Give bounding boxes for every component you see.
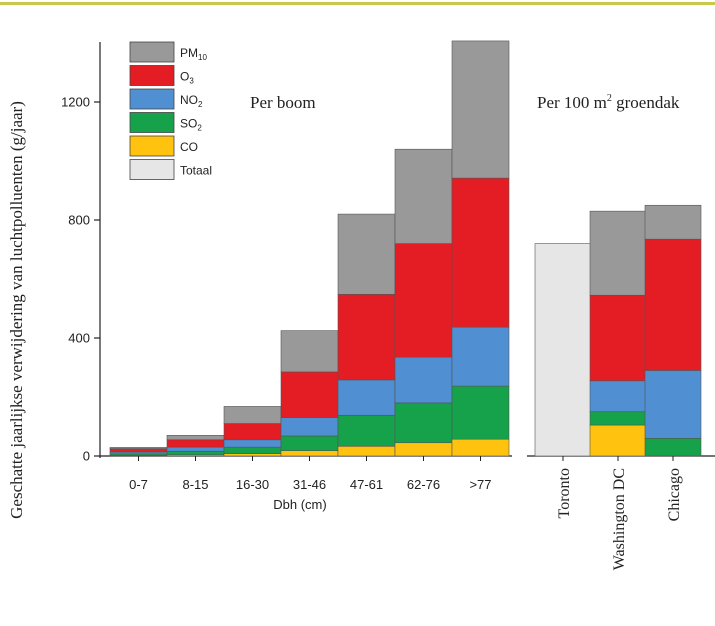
bar-segment-pm10 bbox=[109, 447, 168, 449]
y-tick-label: 1200 bbox=[61, 95, 90, 110]
bar-segment-so2 bbox=[394, 402, 453, 444]
legend-swatch-so2 bbox=[129, 112, 175, 133]
bar-segment-o3 bbox=[109, 448, 168, 453]
x-tick-label: >77 bbox=[469, 477, 491, 492]
green-roof-panel: Toronto Washington DC Chicago bbox=[527, 204, 715, 570]
legend-label-main: PM bbox=[180, 46, 198, 60]
bar-segment-co bbox=[589, 424, 647, 457]
x-tick-label: 62-76 bbox=[407, 477, 440, 492]
bar-segment-pm10 bbox=[644, 204, 702, 240]
y-tick-label: 800 bbox=[68, 213, 90, 228]
bar-segment-no2 bbox=[280, 417, 339, 437]
bar-segment-pm10 bbox=[166, 435, 225, 441]
legend-swatch-o3 bbox=[129, 65, 175, 86]
legend-label-no2: NO2 bbox=[180, 93, 203, 109]
bar-segment-co bbox=[394, 442, 453, 457]
legend-label-main: NO bbox=[180, 93, 198, 107]
legend-label-o3: O3 bbox=[180, 70, 194, 86]
legend-label-totaal: Totaal bbox=[180, 164, 212, 178]
bar-segment-so2 bbox=[280, 435, 339, 451]
bar-segment-o3 bbox=[394, 243, 453, 358]
panel-label-main: Per 100 m bbox=[537, 93, 607, 112]
bar-segment-co bbox=[223, 453, 282, 457]
bar-segment-o3 bbox=[451, 177, 510, 328]
bar-segment-co bbox=[451, 438, 510, 457]
panel-label-per-groendak: Per 100 m2 groendak bbox=[537, 93, 680, 112]
y-axis-title: Geschatte jaarlijkse verwijdering van lu… bbox=[7, 101, 26, 519]
legend-swatch-totaal bbox=[129, 159, 175, 180]
bar-segment-no2 bbox=[166, 446, 225, 452]
bar-segment-so2 bbox=[589, 411, 647, 426]
bar-segment-no2 bbox=[337, 379, 396, 416]
bar-segment-no2 bbox=[223, 439, 282, 448]
legend-label-pm10: PM10 bbox=[180, 46, 207, 62]
legend-label-co: CO bbox=[180, 140, 198, 154]
legend-label-subscript: 10 bbox=[198, 53, 207, 62]
category-label: Chicago bbox=[666, 468, 683, 521]
x-tick-label: 31-46 bbox=[293, 477, 326, 492]
bar-segment-pm10 bbox=[394, 148, 453, 244]
x-tick-label: 16-30 bbox=[236, 477, 269, 492]
legend-label-subscript: 2 bbox=[198, 100, 203, 109]
panel-label-rest: groendak bbox=[612, 93, 680, 112]
legend-swatch-no2 bbox=[129, 88, 175, 110]
bar-segment-o3 bbox=[166, 439, 225, 448]
y-tick-label: 0 bbox=[83, 449, 90, 464]
legend-label-subscript: 3 bbox=[189, 77, 194, 86]
legend-swatch-co bbox=[129, 135, 175, 157]
top-accent-rule bbox=[0, 2, 715, 5]
legend-label-subscript: 2 bbox=[197, 124, 202, 133]
per-tree-panel: 0 400 800 1200 0-7 8-15 16-30 31-46 47-61 62-76 >7… bbox=[61, 40, 512, 492]
bar-segment-co bbox=[337, 445, 396, 457]
bar-segment-pm10 bbox=[337, 213, 396, 295]
bar-segment-co bbox=[280, 450, 339, 457]
bar-segment-so2 bbox=[223, 446, 282, 454]
y-tick-label: 400 bbox=[68, 331, 90, 346]
bar-segment-so2 bbox=[337, 414, 396, 447]
category-label: Washington DC bbox=[611, 468, 628, 570]
legend-label-main: O bbox=[180, 70, 189, 84]
bar-segment-pm10 bbox=[589, 210, 647, 296]
legend-label-main: SO bbox=[180, 117, 197, 131]
x-tick-label: 47-61 bbox=[350, 477, 383, 492]
legend-label-main: CO bbox=[180, 140, 198, 154]
category-label: Toronto bbox=[556, 468, 573, 518]
bar-segment-pm10 bbox=[451, 40, 510, 179]
bar-segment-pm10 bbox=[280, 330, 339, 373]
x-axis-title: Dbh (cm) bbox=[273, 497, 326, 512]
panel-label-per-boom: Per boom bbox=[250, 93, 316, 112]
legend-label-main: Totaal bbox=[180, 164, 212, 178]
bar-segment-o3 bbox=[337, 294, 396, 381]
panel-label-sup: 2 bbox=[607, 93, 612, 104]
x-tick-label: 0-7 bbox=[129, 477, 148, 492]
top-accent-rule-band bbox=[0, 0, 715, 8]
bar-segment-o3 bbox=[223, 423, 282, 441]
bar-segment-o3 bbox=[280, 371, 339, 418]
bar-segment-so2 bbox=[644, 437, 702, 457]
bar-segment-no2 bbox=[589, 380, 647, 413]
bar-segment-so2 bbox=[451, 385, 510, 440]
x-tick-label: 8-15 bbox=[182, 477, 208, 492]
bar-segment-totaal bbox=[534, 243, 592, 457]
bar-segment-no2 bbox=[451, 326, 510, 387]
bar-segment-no2 bbox=[644, 370, 702, 439]
bar-segment-pm10 bbox=[223, 406, 282, 424]
legend-swatch-pm10 bbox=[129, 41, 175, 63]
bar-segment-no2 bbox=[394, 356, 453, 404]
y-axis-title-text: Geschatte jaarlijkse verwijdering van lu… bbox=[7, 101, 26, 519]
bar-segment-o3 bbox=[644, 238, 702, 371]
legend-label-so2: SO2 bbox=[180, 117, 202, 133]
bar-segment-so2 bbox=[166, 450, 225, 456]
bar-segment-o3 bbox=[589, 294, 647, 382]
